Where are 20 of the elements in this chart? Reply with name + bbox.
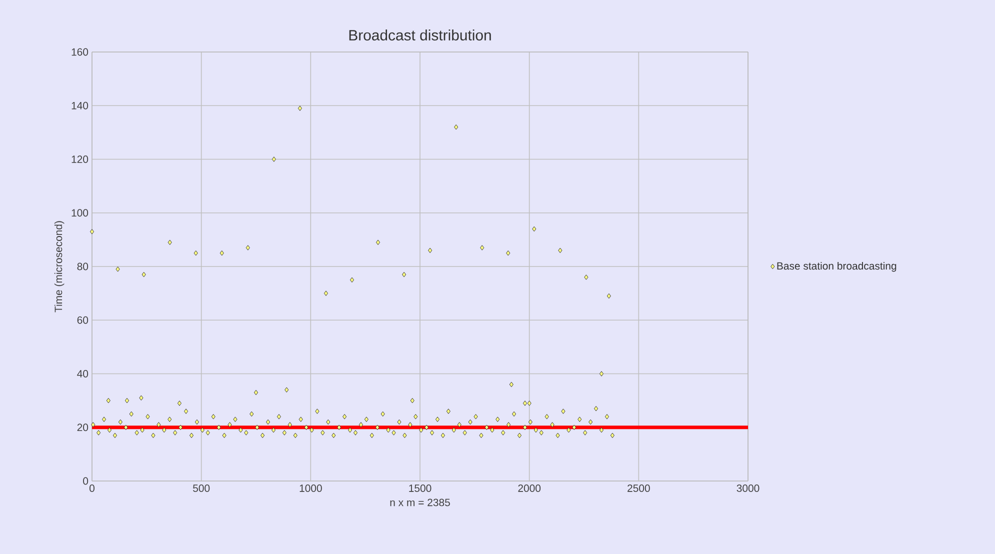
y-tick-label: 140 xyxy=(72,102,88,110)
y-tick-label: 0 xyxy=(83,477,88,485)
y-tick-label: 160 xyxy=(72,48,88,56)
y-tick-label: 40 xyxy=(77,370,88,378)
x-tick-label: 0 xyxy=(90,484,94,492)
y-axis-title: Time (microsecond) xyxy=(54,221,64,312)
x-tick-label: 3000 xyxy=(736,484,760,492)
x-tick-label: 1500 xyxy=(409,484,432,492)
x-axis-title: n x m = 2385 xyxy=(390,498,450,506)
x-tick-label: 500 xyxy=(193,484,210,492)
x-tick-label: 2500 xyxy=(628,484,650,492)
legend-label: Base station broadcasting xyxy=(777,262,896,272)
chart-title: Broadcast distribution xyxy=(349,30,491,40)
y-tick-label: 120 xyxy=(72,156,88,163)
y-tick-label: 60 xyxy=(77,316,88,324)
x-tick-label: 1000 xyxy=(300,484,322,492)
x-tick-label: 2000 xyxy=(518,484,541,492)
y-tick-label: 100 xyxy=(72,209,88,217)
y-tick-label: 80 xyxy=(77,262,88,270)
y-tick-label: 20 xyxy=(77,424,88,432)
